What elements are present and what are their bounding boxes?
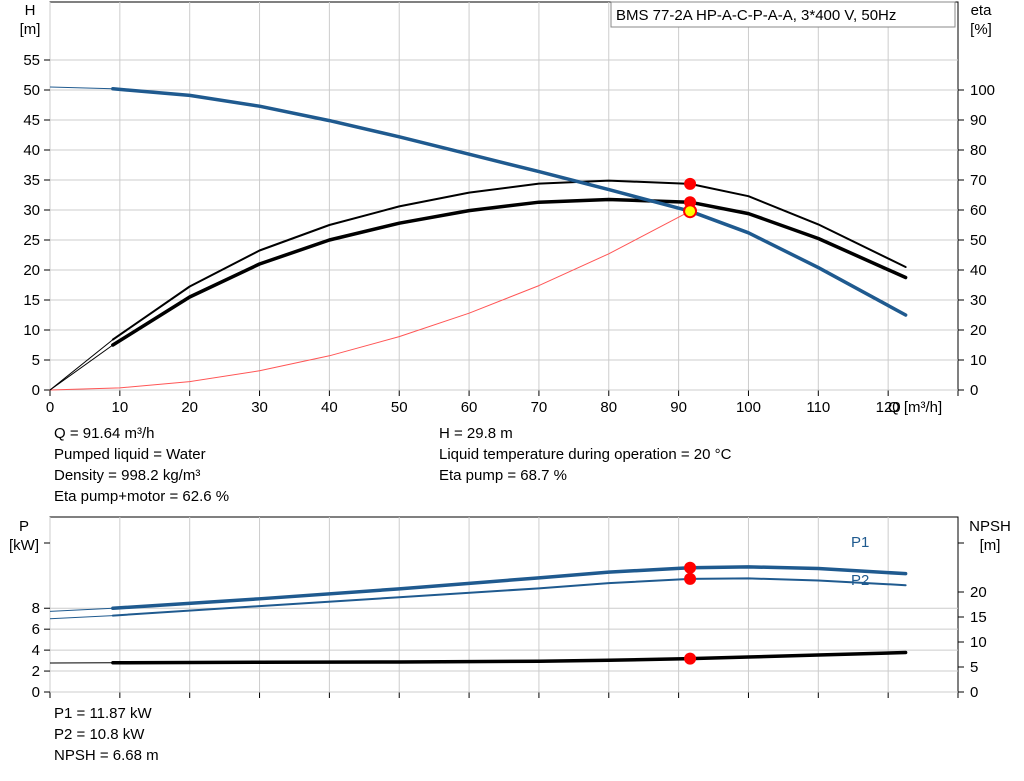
chart-title: BMS 77-2A HP-A-C-P-A-A, 3*400 V, 50Hz: [616, 7, 896, 24]
info-liquid-temperature: Liquid temperature during operation = 20…: [439, 446, 732, 463]
y-tick-label: 5: [32, 352, 40, 369]
y-right-tick-label: 70: [970, 172, 987, 189]
info-head: H = 29.8 m: [439, 425, 513, 442]
x-tick-label: 20: [181, 399, 198, 416]
operating-point-eta-pump: [684, 177, 697, 190]
x-tick-label: 110: [806, 399, 830, 416]
p-tick-label: 2: [32, 663, 40, 680]
y-axis-label-eta: [%]: [970, 21, 992, 38]
info-density: Density = 998.2 kg/m³: [54, 467, 201, 484]
info-eta-pump: Eta pump = 68.7 %: [439, 467, 567, 484]
y-right-tick-label: 100: [970, 82, 995, 99]
npsh-tick-label: 20: [970, 584, 987, 601]
operating-point-npsh: [684, 652, 697, 665]
x-tick-label: 60: [461, 399, 478, 416]
y-tick-label: 35: [23, 172, 40, 189]
y-tick-label: 10: [23, 322, 40, 339]
y-right-tick-label: 10: [970, 352, 987, 369]
y-axis-label-npsh: [m]: [980, 537, 1001, 554]
y-right-tick-label: 80: [970, 142, 987, 159]
x-tick-label: 120: [876, 399, 901, 416]
series-p1-extension: [49, 607, 113, 612]
series-eta-total: [111, 197, 908, 347]
series-H: [111, 87, 908, 317]
npsh-tick-label: 0: [970, 684, 978, 701]
x-tick-label: 0: [46, 399, 54, 416]
x-tick-label: 100: [736, 399, 761, 416]
info-p2: P2 = 10.8 kW: [54, 726, 145, 743]
info-eta-pump-motor: Eta pump+motor = 62.6 %: [54, 488, 230, 505]
p-tick-label: 4: [32, 642, 40, 659]
series-npsh: [111, 650, 908, 665]
y-tick-label: 30: [23, 202, 40, 219]
series-system: [49, 210, 691, 391]
p-tick-label: 0: [32, 684, 40, 701]
y-right-tick-label: 40: [970, 262, 987, 279]
title-box: [610, 1, 956, 28]
y-tick-label: 0: [32, 382, 40, 399]
y-right-tick-label: 30: [970, 292, 987, 309]
y-axis-label-eta: eta: [971, 2, 993, 19]
npsh-tick-label: 10: [970, 634, 987, 651]
y-axis-label-head: H: [25, 2, 36, 19]
series-H-extension: [49, 86, 113, 90]
info-npsh: NPSH = 6.68 m: [54, 747, 159, 764]
y-right-tick-label: 20: [970, 322, 987, 339]
info-flow: Q = 91.64 m³/h: [54, 425, 155, 442]
p-tick-label: 8: [32, 600, 40, 617]
y-tick-label: 55: [23, 52, 40, 69]
y-right-tick-label: 60: [970, 202, 987, 219]
x-axis-label: Q [m³/h]: [888, 399, 942, 416]
operating-point-head: [683, 204, 698, 219]
y-tick-label: 15: [23, 292, 40, 309]
y-right-tick-label: 50: [970, 232, 987, 249]
series-label-p1: P1: [851, 534, 869, 551]
y-tick-label: 25: [23, 232, 40, 249]
series-p1: [111, 565, 908, 610]
x-tick-label: 50: [391, 399, 408, 416]
npsh-tick-label: 15: [970, 609, 987, 626]
y-right-tick-label: 90: [970, 112, 987, 129]
x-tick-label: 80: [600, 399, 617, 416]
operating-point-p1: [684, 561, 697, 574]
y-tick-label: 45: [23, 112, 40, 129]
y-axis-label-power: [kW]: [9, 537, 39, 554]
series-eta-pump-extension: [49, 339, 114, 391]
y-tick-label: 20: [23, 262, 40, 279]
y-axis-label-npsh: NPSH: [969, 518, 1011, 535]
series-p2-extension: [49, 615, 113, 620]
series-p2: [111, 577, 907, 617]
x-tick-label: 90: [670, 399, 687, 416]
y-right-tick-label: 0: [970, 382, 978, 399]
y-tick-label: 50: [23, 82, 40, 99]
p-tick-label: 6: [32, 621, 40, 638]
series-eta-total-extension: [49, 344, 114, 391]
x-tick-label: 70: [531, 399, 548, 416]
series-eta-pump: [111, 179, 907, 341]
info-liquid: Pumped liquid = Water: [54, 446, 206, 463]
info-p1: P1 = 11.87 kW: [54, 705, 152, 722]
y-axis-label-power: P: [19, 518, 29, 535]
series-label-p2: P2: [851, 572, 869, 589]
y-tick-label: 40: [23, 142, 40, 159]
y-axis-label-head: [m]: [20, 21, 41, 38]
operating-point-p2: [684, 572, 697, 585]
top-plot-frame: [49, 1, 959, 391]
x-tick-label: 40: [321, 399, 338, 416]
x-tick-label: 30: [251, 399, 268, 416]
npsh-tick-label: 5: [970, 659, 978, 676]
x-tick-label: 10: [112, 399, 129, 416]
